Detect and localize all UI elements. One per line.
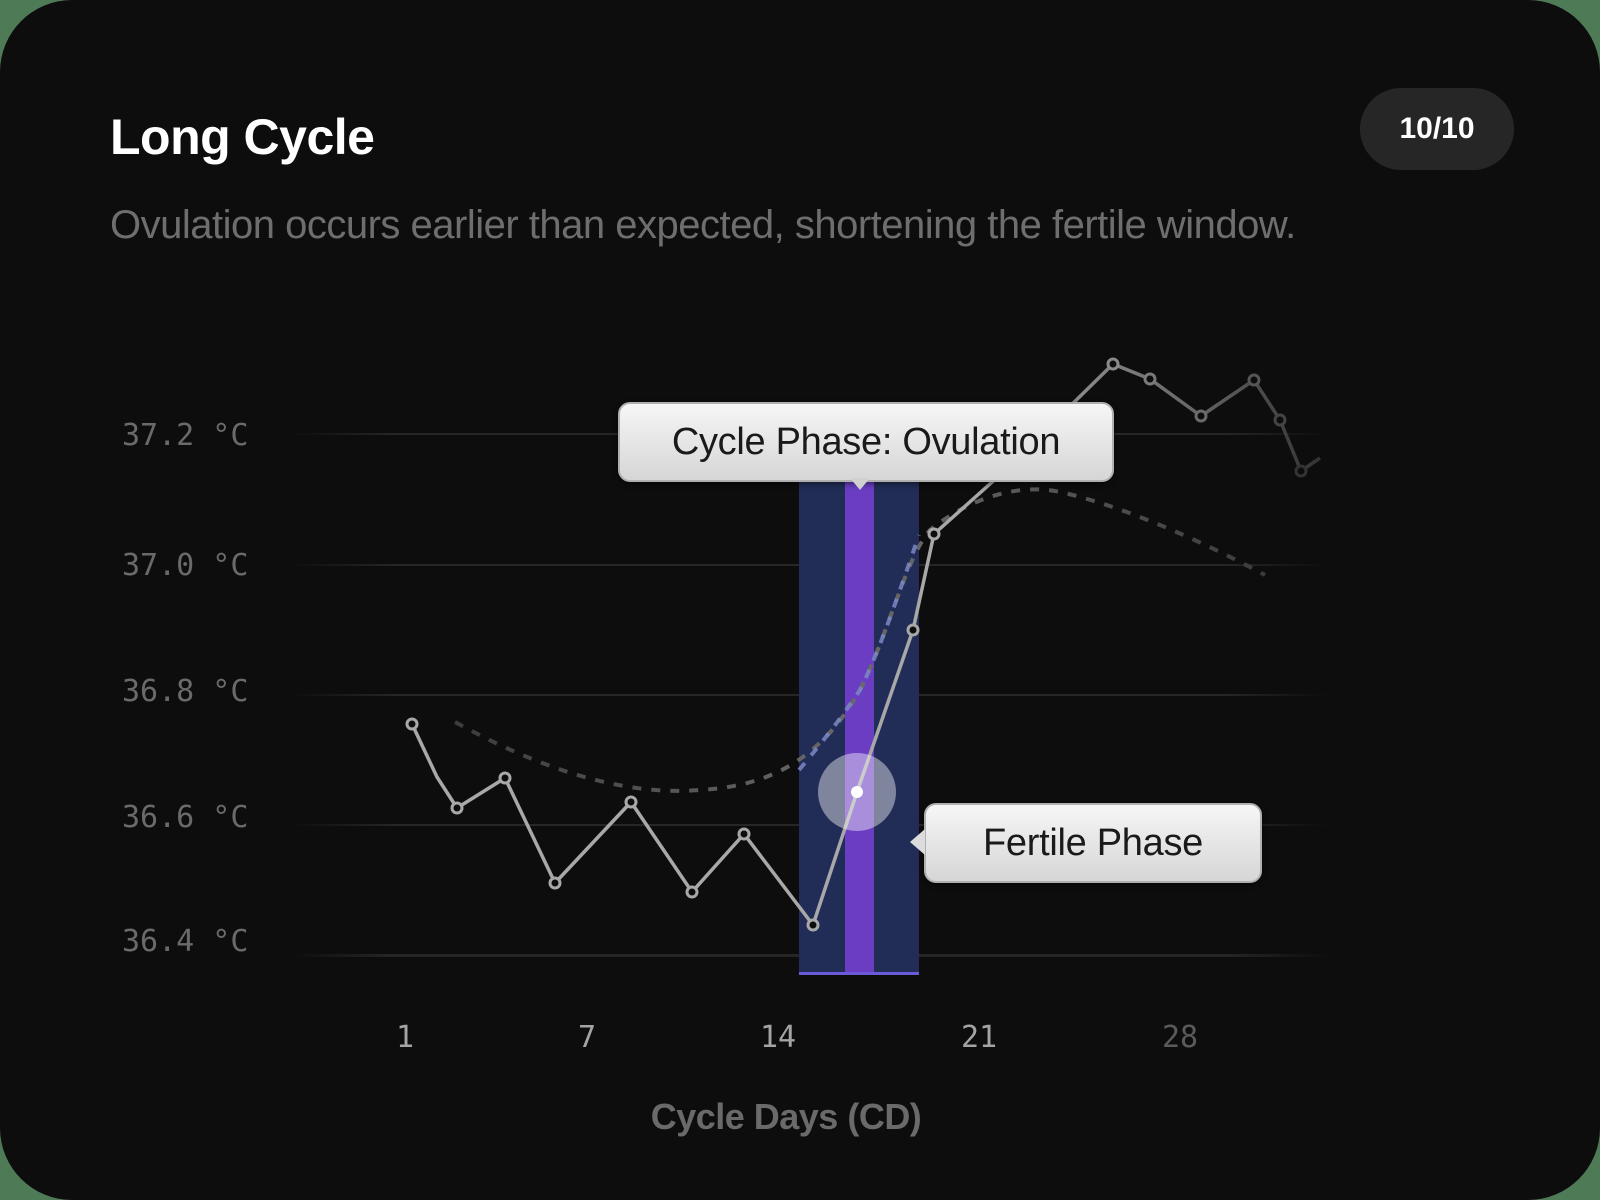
x-tick: 7 xyxy=(577,1020,597,1055)
y-tick: 36.8 °C xyxy=(122,674,249,709)
fertile-phase-tooltip: Fertile Phase xyxy=(924,803,1262,883)
page-title: Long Cycle xyxy=(110,109,375,165)
tooltip-pointer-icon xyxy=(910,829,925,855)
y-tick: 37.0 °C xyxy=(122,548,249,583)
page-subtitle: Ovulation occurs earlier than expected, … xyxy=(110,203,1296,247)
y-tick: 36.4 °C xyxy=(122,924,249,959)
ovulation-tooltip: Cycle Phase: Ovulation xyxy=(618,402,1114,482)
ovulation-band xyxy=(845,478,874,975)
x-tick: 1 xyxy=(395,1020,415,1055)
x-tick: 14 xyxy=(759,1020,797,1055)
x-tick: 21 xyxy=(960,1020,998,1055)
y-tick: 36.6 °C xyxy=(122,800,249,835)
tooltip-pointer-icon xyxy=(850,478,870,490)
x-tick: 28 xyxy=(1161,1020,1199,1055)
ovulation-point[interactable] xyxy=(851,786,863,798)
trend-line xyxy=(454,487,1266,793)
page-counter-badge: 10/10 xyxy=(1360,88,1514,170)
bbt-line xyxy=(410,362,1321,927)
y-tick: 37.2 °C xyxy=(122,418,249,453)
x-axis-label: Cycle Days (CD) xyxy=(650,1096,922,1137)
